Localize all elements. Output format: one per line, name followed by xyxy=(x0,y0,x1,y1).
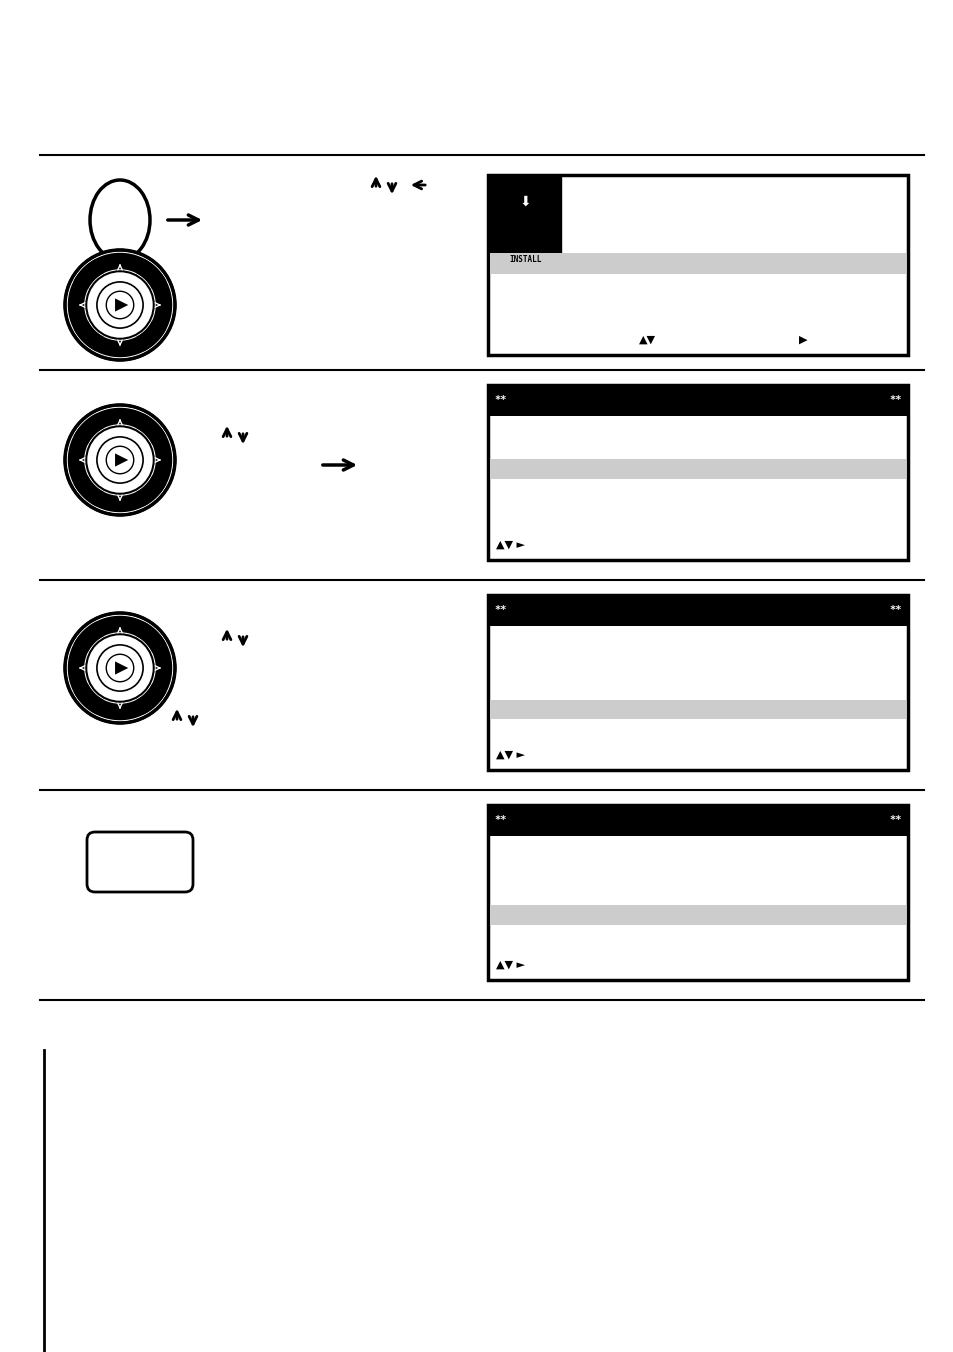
Bar xyxy=(490,177,560,253)
Text: ▲▼ ►: ▲▼ ► xyxy=(496,960,524,969)
Text: **: ** xyxy=(888,815,901,825)
Text: **: ** xyxy=(888,606,901,615)
Circle shape xyxy=(65,406,174,515)
Text: **: ** xyxy=(494,606,506,615)
Polygon shape xyxy=(73,684,167,721)
Bar xyxy=(488,385,907,560)
Text: ▲▼ ►: ▲▼ ► xyxy=(496,539,524,550)
Text: ▲▼ ►: ▲▼ ► xyxy=(496,750,524,760)
Bar xyxy=(490,460,905,479)
Polygon shape xyxy=(73,322,167,357)
Bar xyxy=(490,700,905,719)
Text: **: ** xyxy=(888,395,901,406)
Bar xyxy=(490,253,905,274)
Polygon shape xyxy=(73,476,167,512)
Polygon shape xyxy=(115,453,128,466)
Polygon shape xyxy=(68,414,104,507)
Polygon shape xyxy=(136,414,172,507)
Text: **: ** xyxy=(494,395,506,406)
Bar xyxy=(488,385,907,415)
Circle shape xyxy=(106,654,133,681)
Polygon shape xyxy=(115,661,128,675)
Circle shape xyxy=(106,291,133,319)
Polygon shape xyxy=(73,615,167,652)
Polygon shape xyxy=(73,408,167,443)
Bar xyxy=(488,595,907,771)
Bar xyxy=(488,174,907,356)
Text: ▶: ▶ xyxy=(798,335,806,345)
Circle shape xyxy=(97,437,143,483)
Bar xyxy=(488,595,907,626)
Polygon shape xyxy=(73,253,167,289)
Polygon shape xyxy=(115,299,128,311)
Circle shape xyxy=(86,272,153,339)
Polygon shape xyxy=(68,258,104,352)
Circle shape xyxy=(97,283,143,329)
Circle shape xyxy=(86,426,153,493)
Polygon shape xyxy=(68,622,104,715)
Circle shape xyxy=(106,446,133,473)
Bar xyxy=(488,804,907,836)
Ellipse shape xyxy=(90,180,150,260)
Circle shape xyxy=(86,634,153,702)
Circle shape xyxy=(65,250,174,360)
Text: ▲▼: ▲▼ xyxy=(639,335,656,345)
Polygon shape xyxy=(136,258,172,352)
Circle shape xyxy=(65,612,174,723)
Text: **: ** xyxy=(494,815,506,825)
Circle shape xyxy=(97,645,143,691)
Bar xyxy=(490,906,905,925)
Bar xyxy=(488,804,907,980)
Text: ⬇: ⬇ xyxy=(519,195,531,208)
Text: INSTALL: INSTALL xyxy=(509,254,541,264)
Polygon shape xyxy=(136,622,172,715)
FancyBboxPatch shape xyxy=(87,831,193,892)
